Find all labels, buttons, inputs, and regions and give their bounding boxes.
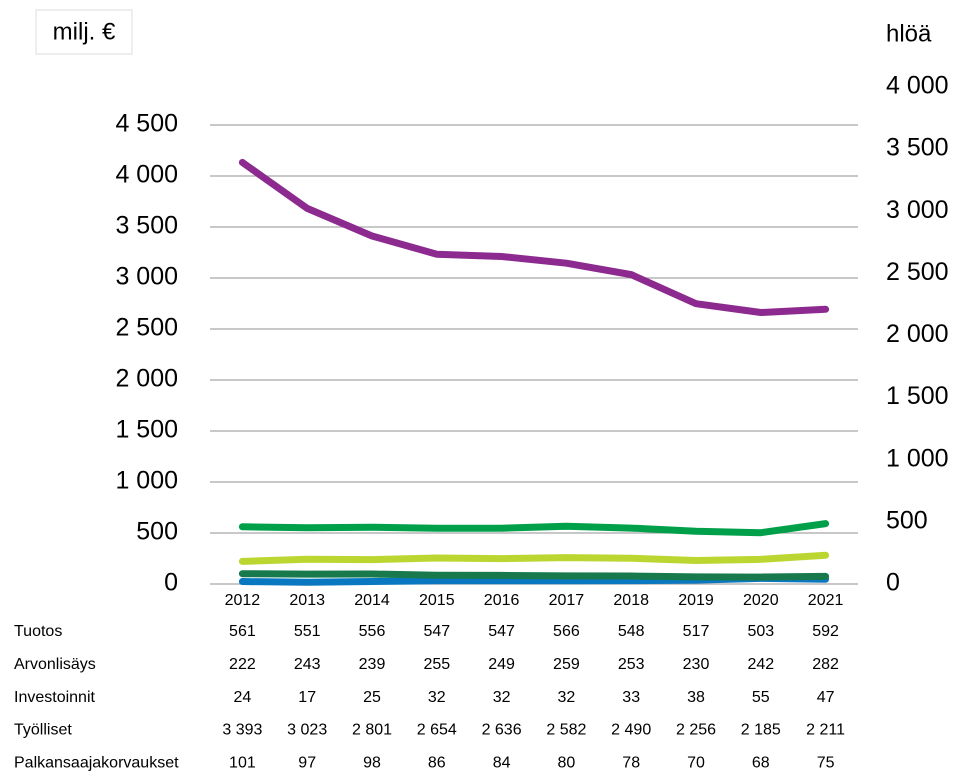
table-cell: 2 582 [546, 722, 586, 739]
table-cell: 566 [553, 623, 580, 640]
series-line [238, 158, 830, 317]
table-cell: 255 [423, 656, 450, 673]
table-cell: 38 [687, 689, 705, 706]
y-tick-label: 1 500 [115, 416, 178, 444]
y-tick-label: 0 [164, 569, 178, 597]
table-cell: 70 [687, 754, 705, 771]
table-cell: 2 211 [806, 722, 845, 739]
y2-tick-label: 3 500 [886, 134, 949, 162]
table-cell: 243 [294, 656, 321, 673]
y2-tick-label: 1 500 [886, 382, 949, 410]
table-cell: 75 [817, 754, 835, 771]
x-tick-label: 2018 [613, 592, 649, 609]
table-cell: 97 [298, 754, 316, 771]
table-cell: 98 [363, 754, 381, 771]
y-label-box [35, 9, 133, 55]
table-cell: 230 [683, 656, 710, 673]
y-tick-label: 500 [136, 518, 178, 546]
y-axis-label: milj. € [53, 18, 116, 45]
table-cell: 2 801 [352, 722, 392, 739]
series-line [238, 520, 830, 537]
table-cell: 2 636 [482, 722, 522, 739]
table-cell: 32 [428, 689, 446, 706]
table-cell: 547 [488, 623, 515, 640]
table-cell: 86 [428, 754, 446, 771]
y-tick-label: 4 000 [115, 161, 178, 189]
table-row-label: Palkansaajakorvaukset [14, 754, 179, 771]
series-line [238, 551, 830, 565]
table-cell: 239 [359, 656, 386, 673]
table-cell: 561 [229, 623, 256, 640]
table-cell: 282 [812, 656, 839, 673]
table-cell: 17 [298, 689, 316, 706]
y-tick-label: 2 500 [115, 314, 178, 342]
table-row-label: Tuotos [14, 623, 62, 640]
x-tick-label: 2015 [419, 592, 455, 609]
table-row-label: Arvonlisäys [14, 656, 96, 673]
table-cell: 3 023 [287, 722, 327, 739]
table-cell: 3 393 [222, 722, 262, 739]
y2-tick-label: 3 000 [886, 196, 949, 224]
x-tick-label: 2016 [484, 592, 520, 609]
table-row-label: Työlliset [14, 722, 72, 739]
x-tick-label: 2020 [743, 592, 779, 609]
table-row-label: Investoinnit [14, 689, 95, 706]
x-tick-label: 2013 [289, 592, 325, 609]
table-cell: 548 [618, 623, 645, 640]
table-cell: 2 654 [417, 722, 457, 739]
table-cell: 547 [423, 623, 450, 640]
table-cell: 253 [618, 656, 645, 673]
y-tick-label: 2 000 [115, 365, 178, 393]
y2-tick-label: 0 [886, 569, 900, 597]
table-cell: 32 [558, 689, 576, 706]
table-cell: 2 490 [611, 722, 651, 739]
table-cell: 101 [229, 754, 256, 771]
x-tick-label: 2014 [354, 592, 390, 609]
x-tick-label: 2019 [678, 592, 714, 609]
y-tick-label: 1 000 [115, 467, 178, 495]
table-cell: 2 185 [741, 722, 781, 739]
x-tick-label: 2012 [225, 592, 261, 609]
y-tick-label: 3 000 [115, 263, 178, 291]
table-cell: 25 [363, 689, 381, 706]
table-cell: 249 [488, 656, 515, 673]
table-cell: 55 [752, 689, 770, 706]
table-cell: 47 [817, 689, 835, 706]
table-cell: 592 [812, 623, 839, 640]
table-cell: 556 [359, 623, 386, 640]
x-tick-label: 2021 [808, 592, 844, 609]
series-line [238, 570, 830, 581]
y-tick-label: 4 500 [115, 110, 178, 138]
table-cell: 80 [558, 754, 576, 771]
y2-tick-label: 500 [886, 506, 928, 534]
table-cell: 2 256 [676, 722, 716, 739]
table-cell: 551 [294, 623, 321, 640]
table-cell: 259 [553, 656, 580, 673]
table-cell: 517 [683, 623, 710, 640]
table-cell: 242 [747, 656, 774, 673]
y2-tick-label: 4 000 [886, 72, 949, 100]
y2-axis-label: hlöä [886, 20, 932, 47]
x-tick-label: 2017 [549, 592, 585, 609]
y2-tick-label: 2 500 [886, 258, 949, 286]
table-cell: 222 [229, 656, 256, 673]
table-cell: 84 [493, 754, 511, 771]
table-cell: 24 [234, 689, 252, 706]
table-cell: 503 [747, 623, 774, 640]
table-cell: 33 [622, 689, 640, 706]
table-cell: 68 [752, 754, 770, 771]
y2-tick-label: 1 000 [886, 444, 949, 472]
table-cell: 32 [493, 689, 511, 706]
y2-tick-label: 2 000 [886, 320, 949, 348]
table-cell: 78 [622, 754, 640, 771]
y-tick-label: 3 500 [115, 212, 178, 240]
